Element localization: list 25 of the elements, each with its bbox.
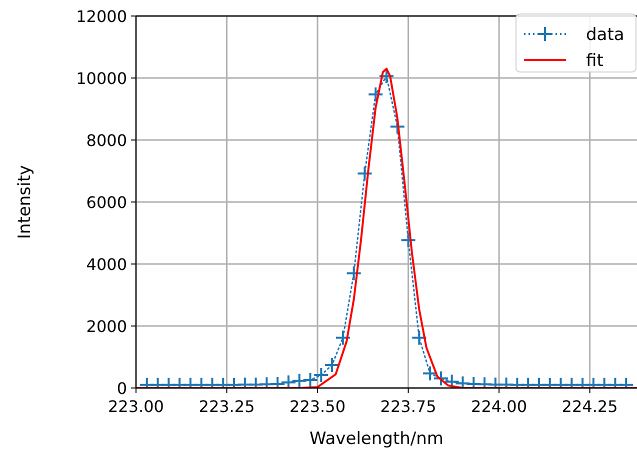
- y-tick-label: 0: [116, 379, 127, 398]
- x-tick-label: 223.50: [290, 397, 346, 416]
- x-tick-label: 223.25: [198, 397, 255, 416]
- x-tick-label: 224.25: [562, 397, 618, 416]
- point: [356, 165, 373, 182]
- point: [389, 118, 406, 135]
- x-tick-label: 223.00: [108, 397, 164, 416]
- y-tick-label: 10000: [76, 69, 127, 88]
- point: [378, 68, 394, 84]
- point: [400, 232, 416, 248]
- y-tick-label: 2000: [86, 317, 127, 336]
- y-tick-label: 4000: [86, 255, 127, 274]
- point: [280, 374, 296, 388]
- point: [444, 374, 460, 388]
- y-tick-label: 6000: [86, 193, 127, 212]
- point: [346, 265, 362, 282]
- x-tick-label: 223.75: [380, 397, 436, 416]
- y-tick-label: 12000: [76, 7, 127, 26]
- y-axis-title: Intensity: [15, 165, 35, 239]
- point: [368, 86, 384, 102]
- x-axis-title: Wavelength/nm: [310, 429, 444, 449]
- legend-label: data: [586, 25, 624, 45]
- legend-label: fit: [586, 51, 604, 71]
- y-tick-label: 8000: [86, 131, 127, 150]
- x-tick-label: 224.00: [471, 397, 528, 416]
